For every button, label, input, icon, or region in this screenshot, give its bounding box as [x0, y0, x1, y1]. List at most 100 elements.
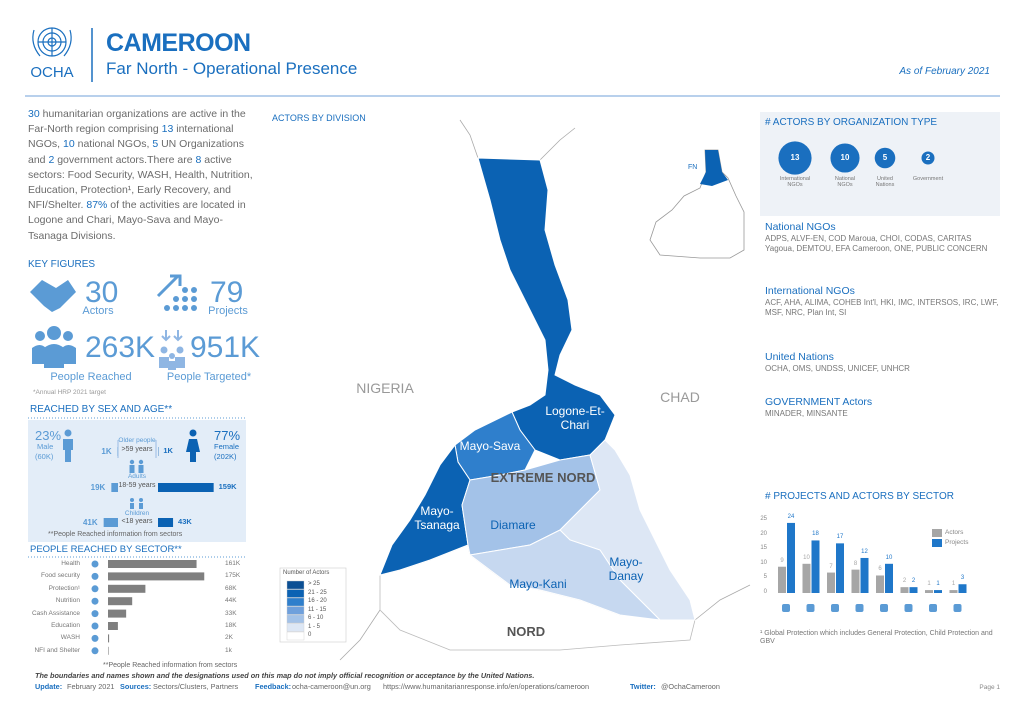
sector-label: Nutrition — [55, 597, 80, 605]
key-figure-label: Actors — [82, 305, 114, 317]
y-tick-label: 10 — [760, 559, 767, 566]
sector-icon — [904, 604, 913, 612]
bar — [108, 584, 146, 593]
division — [559, 439, 696, 621]
division-label: Mayo- Danay — [608, 555, 644, 583]
legend-swatch — [286, 597, 305, 607]
org-label: United Nations — [875, 176, 895, 189]
note: **People Reached information from sector… — [48, 531, 183, 538]
legend-swatch — [932, 539, 942, 547]
summary-text: active sectors: Food Security, WASH, Hea… — [28, 153, 253, 212]
bar — [925, 590, 933, 593]
org-count: 2 — [925, 153, 931, 162]
key-figure-label: Projects — [208, 305, 248, 317]
division-label: Logone-Et- Chari — [545, 404, 605, 432]
summary-text: international NGOs, — [28, 123, 234, 151]
y-tick-label: 0 — [763, 589, 767, 595]
value-label: 161K — [225, 560, 241, 567]
legend-swatch — [286, 623, 305, 632]
bar — [909, 587, 918, 593]
sector-icon — [831, 604, 839, 612]
footer-note: **People Reached information from sector… — [103, 662, 238, 669]
age-range: <18 years — [121, 518, 153, 525]
footnote: ¹ Global Protection which includes Gener… — [760, 630, 993, 646]
region-label: EXTREME NORD — [490, 470, 596, 485]
un-emblem — [32, 27, 72, 57]
y-tick-label: 20 — [760, 530, 767, 537]
icon-people-reached — [32, 326, 76, 368]
data-label: 10 — [885, 554, 893, 561]
icon-children — [130, 498, 143, 509]
list-title: International NGOs — [765, 285, 855, 297]
summary-text: 5 — [152, 138, 159, 151]
key-figure-label: People Reached — [50, 371, 132, 383]
key-figure-value: 951K — [190, 331, 261, 364]
bar-male — [111, 483, 118, 492]
list-members: ACF, AHA, ALIMA, COHEB Int'l, HKI, IMC, … — [765, 298, 999, 317]
summary-text: 87% — [86, 199, 108, 212]
org-label: Government — [912, 176, 944, 182]
legend-label: 16 - 20 — [308, 598, 327, 604]
bar — [778, 566, 786, 593]
org-circle — [778, 141, 812, 175]
sector-icon — [782, 604, 790, 612]
bar — [108, 597, 133, 606]
value-label: 19K — [90, 483, 106, 492]
value-label: 68K — [225, 584, 237, 592]
division-label: Diamare — [490, 518, 536, 532]
data-label: 9 — [780, 557, 784, 564]
sector-icon — [880, 604, 888, 612]
legend-swatch — [286, 606, 305, 615]
age-group: Children — [124, 510, 150, 517]
sector-icon — [855, 604, 864, 612]
org-count: 13 — [790, 153, 800, 162]
value-label: 1k — [225, 646, 232, 654]
footer-sources: Sectors/Clusters, Partners — [153, 682, 239, 691]
data-label: 8 — [853, 560, 858, 567]
sector-label: Food security — [40, 572, 80, 580]
data-label: 1 — [927, 581, 931, 588]
org-circle — [921, 151, 935, 165]
sector-icon — [91, 597, 99, 605]
section-title: REACHED BY SEX AND AGE** — [30, 404, 173, 415]
data-label: 1 — [951, 581, 956, 588]
sector-icon — [91, 622, 99, 630]
value-label: 1K — [101, 447, 112, 456]
list-title: GOVERNMENT Actors — [765, 396, 873, 408]
footer-sources-label: Sources: — [120, 682, 152, 691]
summary-text: 8 — [195, 153, 202, 166]
note: *Annual HRP 2021 target — [33, 389, 106, 396]
list-title: National NGOs — [765, 221, 836, 233]
section-title: # PROJECTS AND ACTORS BY SECTOR — [765, 491, 954, 502]
sector-label: NFI and Shelter — [34, 646, 80, 654]
icon-actors — [30, 280, 76, 312]
y-tick-label: 5 — [763, 574, 767, 581]
country-label: NIGERIA — [356, 380, 414, 396]
footer-update-label: Update: — [35, 682, 63, 691]
bar — [860, 557, 869, 593]
value-label: 159K — [218, 482, 237, 491]
org-label: National NGOs — [834, 176, 856, 189]
y-tick-label: 15 — [760, 545, 767, 552]
male-label: Male — [37, 442, 54, 451]
age-range: >59 years — [121, 446, 153, 453]
sector-icon — [806, 604, 815, 612]
sector-icon — [91, 572, 99, 580]
legend-label: > 25 — [308, 581, 320, 587]
sector-label: Education — [51, 622, 80, 629]
value-label: 43K — [178, 517, 192, 526]
bar — [802, 563, 811, 593]
sector-label: Protection¹ — [48, 584, 80, 592]
bar — [787, 522, 795, 593]
summary-text: 10 — [63, 138, 75, 151]
division — [468, 529, 662, 621]
sector-label: Health — [61, 560, 80, 567]
legend-label: Actors — [945, 529, 964, 536]
value-label: 1K — [163, 446, 173, 455]
inset-label: FN — [688, 164, 698, 171]
subtitle: Far North - Operational Presence — [106, 59, 358, 78]
data-label: 2 — [911, 578, 916, 585]
bar — [108, 634, 110, 643]
bar — [827, 572, 835, 593]
